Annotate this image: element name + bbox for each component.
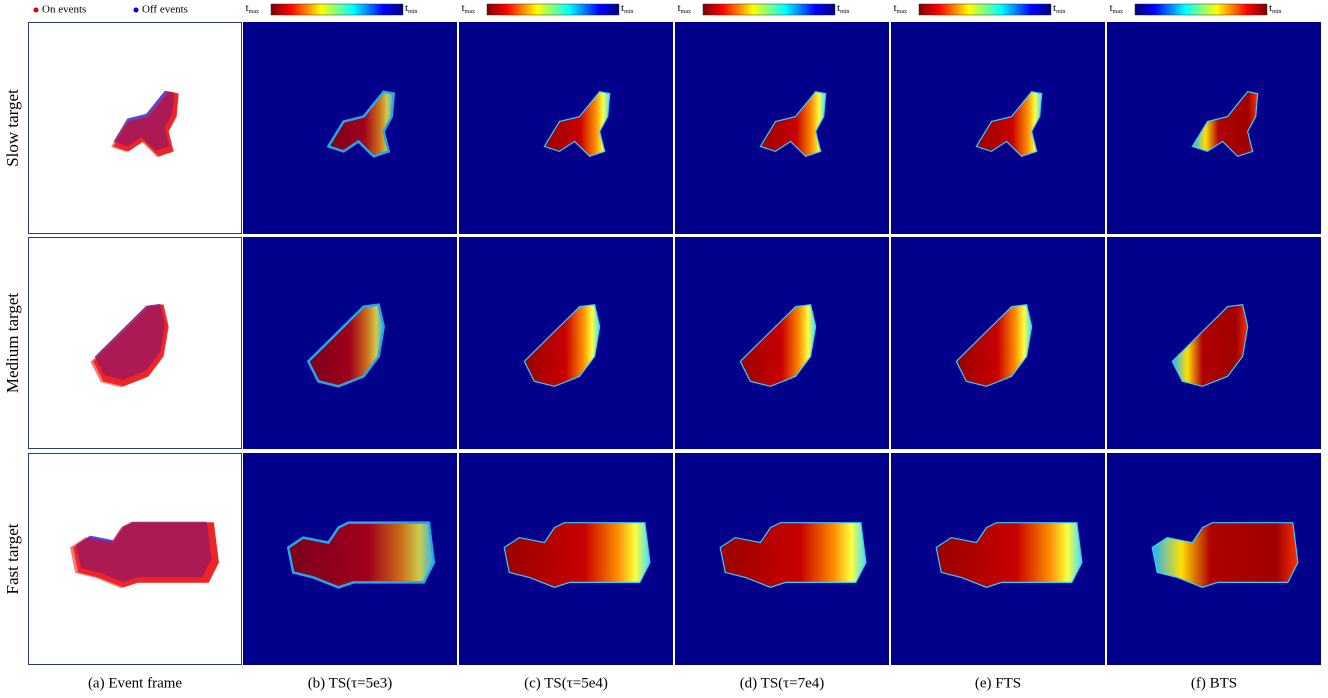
time-surface <box>975 91 1043 158</box>
colorbar <box>918 3 1052 16</box>
colorbar-start: tmax <box>678 2 691 16</box>
panel <box>891 237 1105 449</box>
panel <box>891 453 1105 665</box>
surface <box>286 521 436 589</box>
surface <box>719 522 867 589</box>
colorbar-end: tmin <box>405 2 417 16</box>
surface <box>1171 304 1249 387</box>
colorbar-start: tmax <box>1110 2 1123 16</box>
surface <box>1191 91 1259 158</box>
colorbar <box>486 3 620 16</box>
time-surface <box>1151 522 1299 589</box>
time-surface <box>306 303 385 388</box>
colorbar-start: tmax <box>246 2 259 16</box>
time-surface <box>286 521 436 589</box>
panel <box>1107 453 1321 665</box>
time-surface <box>955 304 1033 387</box>
colorbar-end: tmin <box>1269 2 1281 16</box>
time-surface <box>1171 304 1249 387</box>
surface <box>955 304 1033 387</box>
surface <box>759 91 827 158</box>
legend-on: On events <box>42 4 86 16</box>
panel <box>675 453 889 665</box>
time-surface <box>739 304 817 387</box>
panel <box>459 237 673 449</box>
time-surface <box>935 522 1083 589</box>
legend-dot-off <box>133 7 139 13</box>
surface <box>503 522 651 589</box>
time-surface <box>719 522 867 589</box>
surface <box>326 90 396 158</box>
colorbar-start: tmax <box>462 2 475 16</box>
surface <box>523 304 601 387</box>
time-surface <box>523 304 601 387</box>
surface <box>739 304 817 387</box>
colorbar-end: tmin <box>621 2 633 16</box>
panel <box>675 22 889 234</box>
panel <box>675 237 889 449</box>
on-events-top <box>111 91 178 158</box>
surface <box>543 91 611 158</box>
time-surface <box>326 90 396 158</box>
surface <box>975 91 1043 158</box>
column-caption: (a) Event frame <box>88 675 182 691</box>
panel <box>28 22 242 234</box>
legend-dot-on <box>33 7 39 13</box>
row-label: Slow target <box>3 89 22 167</box>
panel <box>243 453 457 665</box>
time-surface <box>759 91 827 158</box>
events <box>111 90 179 158</box>
panel <box>459 22 673 234</box>
panel <box>243 237 457 449</box>
panel <box>891 22 1105 234</box>
panel <box>1107 22 1321 234</box>
time-surface <box>1191 91 1259 158</box>
column-caption: (d) TS(τ=7e4) <box>740 675 825 691</box>
surface <box>306 303 385 388</box>
panel <box>28 453 242 665</box>
events <box>90 303 169 388</box>
column-caption: (e) FTS <box>975 675 1021 691</box>
panel <box>28 237 242 449</box>
surface <box>935 522 1083 589</box>
on-events-top <box>70 522 219 589</box>
colorbar <box>1134 3 1268 16</box>
colorbar <box>270 3 404 16</box>
time-surface <box>543 91 611 158</box>
events <box>70 521 219 589</box>
colorbar-start: tmax <box>894 2 907 16</box>
colorbar-end: tmin <box>1053 2 1065 16</box>
column-caption: (f) BTS <box>1191 675 1237 691</box>
panel <box>1107 237 1321 449</box>
panel <box>459 453 673 665</box>
panel <box>243 22 457 234</box>
row-label: Medium target <box>3 293 22 394</box>
surface <box>1151 522 1299 589</box>
colorbar <box>702 3 836 16</box>
column-caption: (c) TS(τ=5e4) <box>524 675 608 691</box>
legend-off: Off events <box>142 4 188 16</box>
column-caption: (b) TS(τ=5e3) <box>308 675 393 691</box>
on-events-top <box>90 304 168 388</box>
time-surface <box>503 522 651 589</box>
row-label: Fast target <box>3 523 22 594</box>
colorbar-end: tmin <box>837 2 849 16</box>
